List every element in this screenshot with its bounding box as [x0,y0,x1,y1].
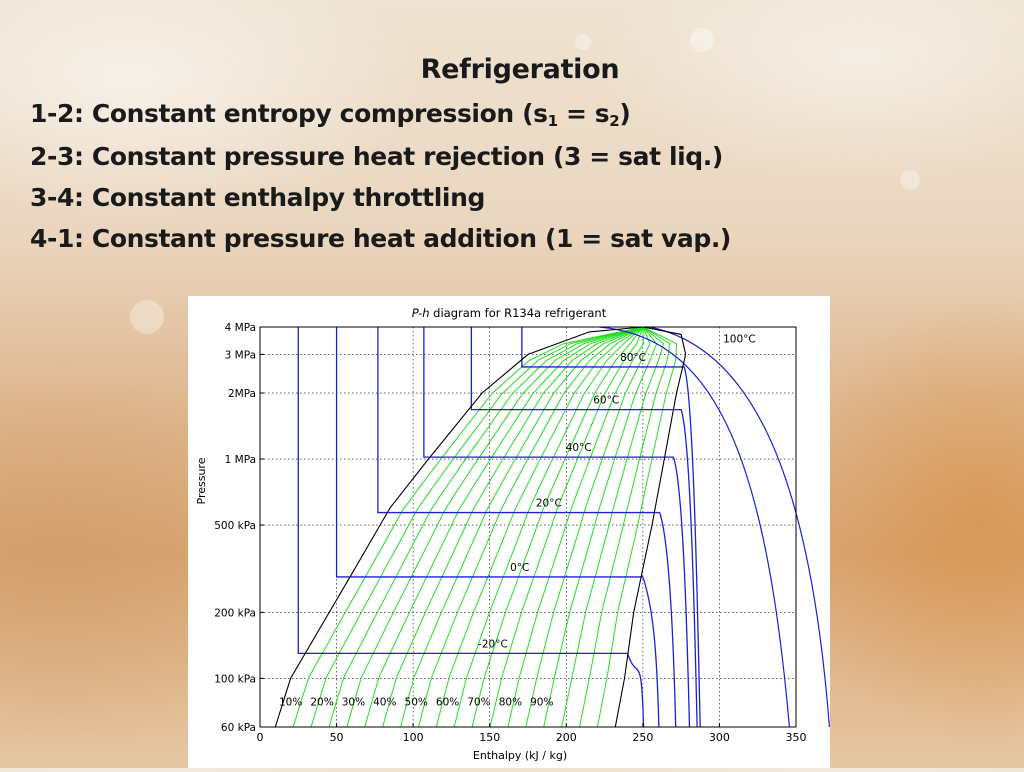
y-tick-label: 60 kPa [221,722,256,734]
y-tick-label: 200 kPa [214,607,256,619]
x-tick-label: 250 [632,731,653,744]
y-tick-label: 500 kPa [214,520,256,532]
isotherm-line [423,327,691,728]
y-tick-label: 100 kPa [214,673,256,685]
isentrope-line [364,326,644,728]
plot-frame [259,326,797,728]
quality-label: 10% [279,697,302,709]
step-1-2: 1-2: Constant entropy compression (s1 = … [30,99,631,130]
isotherm-label: 80°C [620,352,646,364]
y-tick-label: 1 MPa [225,454,256,466]
slide-title: Refrigeration [420,54,620,85]
quality-label: 60% [436,697,459,709]
isentrope-line [561,326,664,728]
isentrope-line [310,326,644,728]
isentrope-line [471,326,644,728]
step-4-1: 4-1: Constant pressure heat addition (1 … [30,224,731,253]
isentrope-line [489,326,644,728]
isotherm-label: 60°C [593,395,619,407]
quality-label: 30% [342,697,365,709]
x-tick-label: 100 [403,731,424,744]
quality-label: 40% [373,697,396,709]
x-tick-label: 200 [556,731,577,744]
isentrope-line [543,326,658,728]
slide-text: Refrigeration 1-2: Constant entropy comp… [30,54,1010,265]
isotherm-line [649,326,831,728]
isotherm-line [470,327,698,728]
step-2-3: 2-3: Constant pressure heat rejection (3… [30,142,723,171]
step-3-4: 3-4: Constant enthalpy throttling [30,183,485,212]
isotherm-label: 0°C [510,562,529,574]
background-bubble [130,300,164,334]
x-tick-label: 150 [479,731,500,744]
background-bubble [690,28,714,52]
saturated-vapor-line [614,326,687,728]
quality-label: 70% [467,697,490,709]
background-bubble [900,170,920,190]
isentrope-line [596,326,678,728]
isentrope-line [346,326,644,728]
ph-diagram: P-h diagram for R134a refrigerant Enthal… [195,306,831,762]
y-tick-label: 4 MPa [225,322,256,334]
isentrope-line [507,326,645,728]
isotherm-label: 20°C [536,498,562,510]
quality-label: 50% [405,697,428,709]
isentrope-line [525,326,651,728]
y-axis-label: Pressure [195,457,208,504]
isotherm-line [599,326,791,728]
quality-label: 80% [499,697,522,709]
isentrope-line [453,326,644,728]
isentrope-line [418,326,644,728]
isotherm-line [377,327,677,728]
background-bubble [575,34,591,50]
chart-title: P-h diagram for R134a refrigerant [412,306,607,320]
isentrope-line [328,326,644,728]
x-tick-label: 300 [709,731,730,744]
ph-diagram-panel: P-h diagram for R134a refrigerant Enthal… [188,296,831,768]
isotherm-label: 40°C [566,442,592,454]
quality-label: 90% [530,697,553,709]
isentrope-line [579,326,671,728]
isotherm-line [335,327,660,728]
isentrope-line [292,326,644,728]
isotherm-label: -20°C [478,638,508,650]
x-tick-label: 350 [786,731,807,744]
x-tick-label: 50 [330,731,344,744]
saturated-liquid-line [274,326,643,728]
x-tick-label: 0 [257,731,264,744]
isotherm-line [521,327,701,728]
isentrope-line [435,326,644,728]
x-axis-label: Enthalpy (kJ / kg) [473,749,567,762]
isotherm-label: 100°C [723,334,756,346]
y-tick-label: 3 MPa [225,349,256,361]
y-tick-label: 2MPa [228,388,256,400]
isentrope-line [382,326,644,728]
quality-label: 20% [310,697,333,709]
isentrope-line [400,326,644,728]
